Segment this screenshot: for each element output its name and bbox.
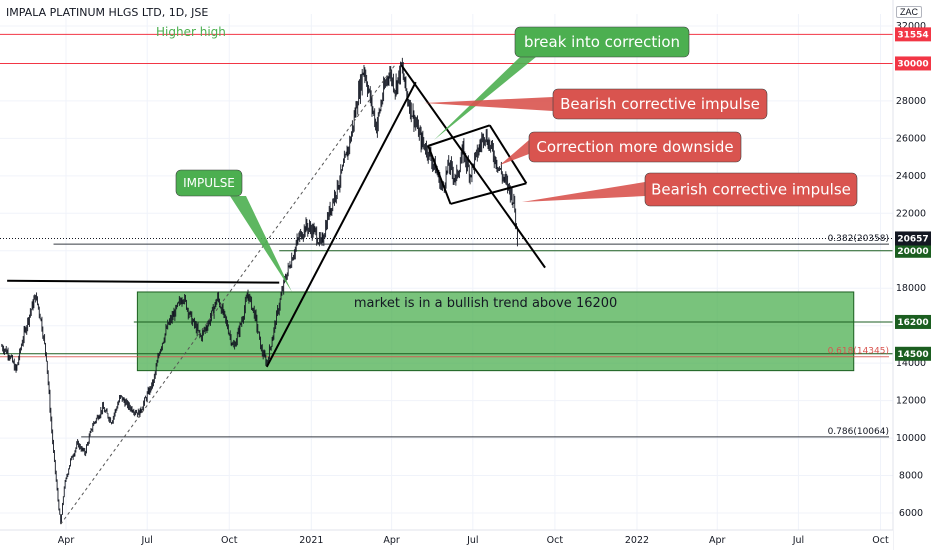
trend-line-2 — [7, 279, 280, 284]
trend-line-0 — [265, 81, 417, 368]
callout-1: IMPULSE — [175, 169, 292, 292]
callout-box-4 — [528, 131, 742, 163]
trend-line-5 — [450, 182, 527, 205]
x-tick-Jul: Jul — [792, 535, 804, 546]
level-tag-text-16200: 16200 — [897, 318, 928, 328]
callout-2: break into correction — [434, 26, 690, 140]
x-tick-Apr: Apr — [58, 535, 75, 546]
fib-label: 0.618(14345) — [828, 347, 889, 357]
y-tick-22000: 22000 — [896, 208, 926, 219]
level-tag-text-30000: 30000 — [897, 59, 928, 69]
trend-line-7 — [488, 124, 528, 184]
y-tick-32000: 32000 — [896, 21, 926, 32]
level-tag-14500 — [895, 346, 931, 361]
level-tag-text-20000: 20000 — [897, 247, 928, 257]
callout-pointer-3 — [424, 97, 553, 111]
higher-high-label: Higher high — [156, 25, 226, 39]
callout-text-1: IMPULSE — [183, 176, 235, 190]
last-price-tag — [895, 231, 931, 246]
callout-5: Bearish corrective impulse — [522, 172, 858, 207]
horizontal-levels — [0, 33, 893, 355]
callout-pointer-1 — [230, 196, 292, 292]
level-tag-text-14500: 14500 — [897, 350, 928, 360]
callout-pointer-4 — [500, 140, 529, 165]
y-tick-8000: 8000 — [899, 471, 923, 482]
annotations: Higher high IMPULSE break into correction B… — [156, 25, 858, 292]
x-tick-Oct: Oct — [547, 535, 564, 546]
time-axis-bg — [0, 530, 893, 550]
callout-pointer-5 — [522, 182, 645, 202]
callout-box-2 — [514, 26, 690, 58]
x-tick-Oct: Oct — [221, 535, 238, 546]
callout-box-3 — [552, 88, 768, 120]
trend-line-1 — [60, 63, 397, 525]
x-tick-2021: 2021 — [299, 535, 323, 546]
fibonacci-levels: 0.382(20358) 0.618(14345) 0.786(10064) — [0, 234, 893, 438]
support-zone: market is in a bullish trend above 16200 — [136, 291, 855, 372]
x-tick-Jul: Jul — [140, 535, 152, 546]
callout-3: Bearish corrective impulse — [424, 88, 768, 120]
trend-line-3 — [400, 64, 546, 269]
y-tick-18000: 18000 — [896, 283, 926, 294]
symbol-title: IMPALA PLATINUM HLGS LTD, 1D, JSE — [6, 6, 209, 19]
level-tag-text-31554: 31554 — [897, 30, 928, 40]
currency-label: ZAC — [896, 6, 922, 18]
y-tick-12000: 12000 — [896, 396, 926, 407]
callout-text-2: break into correction — [524, 33, 680, 51]
level-tag-16200 — [895, 314, 931, 329]
price-axis-bg — [893, 0, 932, 550]
price-series — [1, 57, 518, 525]
fib-label: 0.786(10064) — [828, 427, 889, 437]
price-axis[interactable]: 6000800010000120001400016000180002000022… — [892, 0, 932, 550]
level-tag-31554 — [895, 27, 931, 42]
x-tick-2022: 2022 — [625, 535, 649, 546]
fib-label: 0.382(20358) — [828, 234, 889, 244]
callout-text-4: Correction more downside — [536, 138, 733, 156]
y-tick-26000: 26000 — [896, 133, 926, 144]
y-tick-14000: 14000 — [896, 358, 926, 369]
trend-lines — [7, 63, 546, 525]
level-tag-20000 — [895, 243, 931, 258]
callout-box-1 — [175, 169, 243, 197]
trend-line-6 — [427, 145, 452, 205]
callout-text-5: Bearish corrective impulse — [651, 181, 851, 199]
level-tag-30000 — [895, 56, 931, 71]
y-tick-28000: 28000 — [896, 96, 926, 107]
support-zone-label: market is in a bullish trend above 16200 — [354, 296, 617, 311]
callout-text-3: Bearish corrective impulse — [560, 95, 760, 113]
x-tick-Apr: Apr — [709, 535, 726, 546]
y-tick-6000: 6000 — [899, 508, 923, 519]
time-axis[interactable]: Apr Jul Oct 2021 Apr Jul Oct 2022 Apr Jul Oct — [0, 529, 893, 550]
last-price-tag-text: 20657 — [897, 234, 928, 244]
x-tick-Apr: Apr — [383, 535, 400, 546]
y-tick-10000: 10000 — [896, 433, 926, 444]
x-tick-Jul: Jul — [466, 535, 478, 546]
x-tick-Oct: Oct — [872, 535, 889, 546]
trend-line-4 — [427, 124, 491, 147]
callout-pointer-2 — [434, 57, 536, 140]
y-tick-24000: 24000 — [896, 171, 926, 182]
callout-4: Correction more downside — [500, 131, 742, 165]
callout-box-5 — [644, 172, 858, 207]
